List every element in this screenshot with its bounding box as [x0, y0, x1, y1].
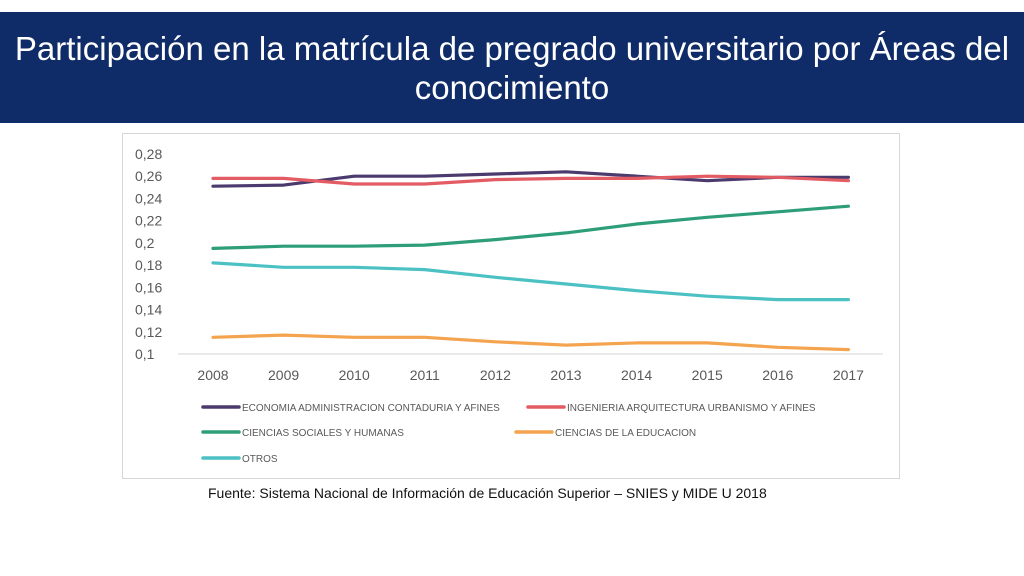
series-line-2	[211, 174, 851, 186]
legend-label: CIENCIAS SOCIALES Y HUMANAS	[242, 428, 404, 439]
x-tick-label: 2017	[833, 367, 864, 383]
x-tick-label: 2009	[268, 367, 299, 383]
x-tick-label: 2013	[550, 367, 581, 383]
legend-label: CIENCIAS DE LA EDUCACION	[555, 428, 696, 439]
page-title: Participación en la matrícula de pregrad…	[14, 29, 1010, 106]
x-tick-label: 2008	[197, 367, 228, 383]
y-tick-label: 0,16	[135, 279, 162, 295]
chart-container: 0,1 0,12 0,14 0,16 0,18 0,2 0,22 0,24 0,26 0,28 20…	[122, 133, 900, 479]
y-tick-label: 0,14	[135, 302, 162, 318]
y-tick-label: 0,28	[135, 146, 162, 162]
x-tick-label: 2011	[410, 367, 440, 383]
x-tick-label: 2014	[621, 367, 652, 383]
y-tick-label: 0,2	[135, 235, 155, 251]
x-tick-label: 2010	[339, 367, 370, 383]
y-tick-label: 0,26	[135, 168, 162, 184]
series-line-3	[211, 204, 851, 251]
x-tick-label: 2012	[480, 367, 511, 383]
title-bar: Participación en la matrícula de pregrad…	[0, 12, 1024, 123]
line-chart: 0,1 0,12 0,14 0,16 0,18 0,2 0,22 0,24 0,26 0,28 20…	[135, 146, 883, 465]
y-tick-label: 0,12	[135, 324, 162, 340]
x-tick-label: 2015	[692, 367, 723, 383]
y-tick-label: 0,22	[135, 213, 162, 229]
x-tick-label: 2016	[762, 367, 793, 383]
legend-label: OTROS	[242, 454, 278, 465]
legend-label: ECONOMIA ADMINISTRACION CONTADURIA Y AFI…	[242, 403, 500, 414]
y-tick-label: 0,18	[135, 257, 162, 273]
y-tick-label: 0,24	[135, 190, 162, 206]
series-line-5	[211, 261, 851, 302]
y-tick-label: 0,1	[135, 346, 155, 362]
series-line-4	[211, 333, 851, 352]
source-note: Fuente: Sistema Nacional de Información …	[208, 485, 767, 501]
legend-label: INGENIERIA ARQUITECTURA URBANISMO Y AFIN…	[567, 403, 816, 414]
